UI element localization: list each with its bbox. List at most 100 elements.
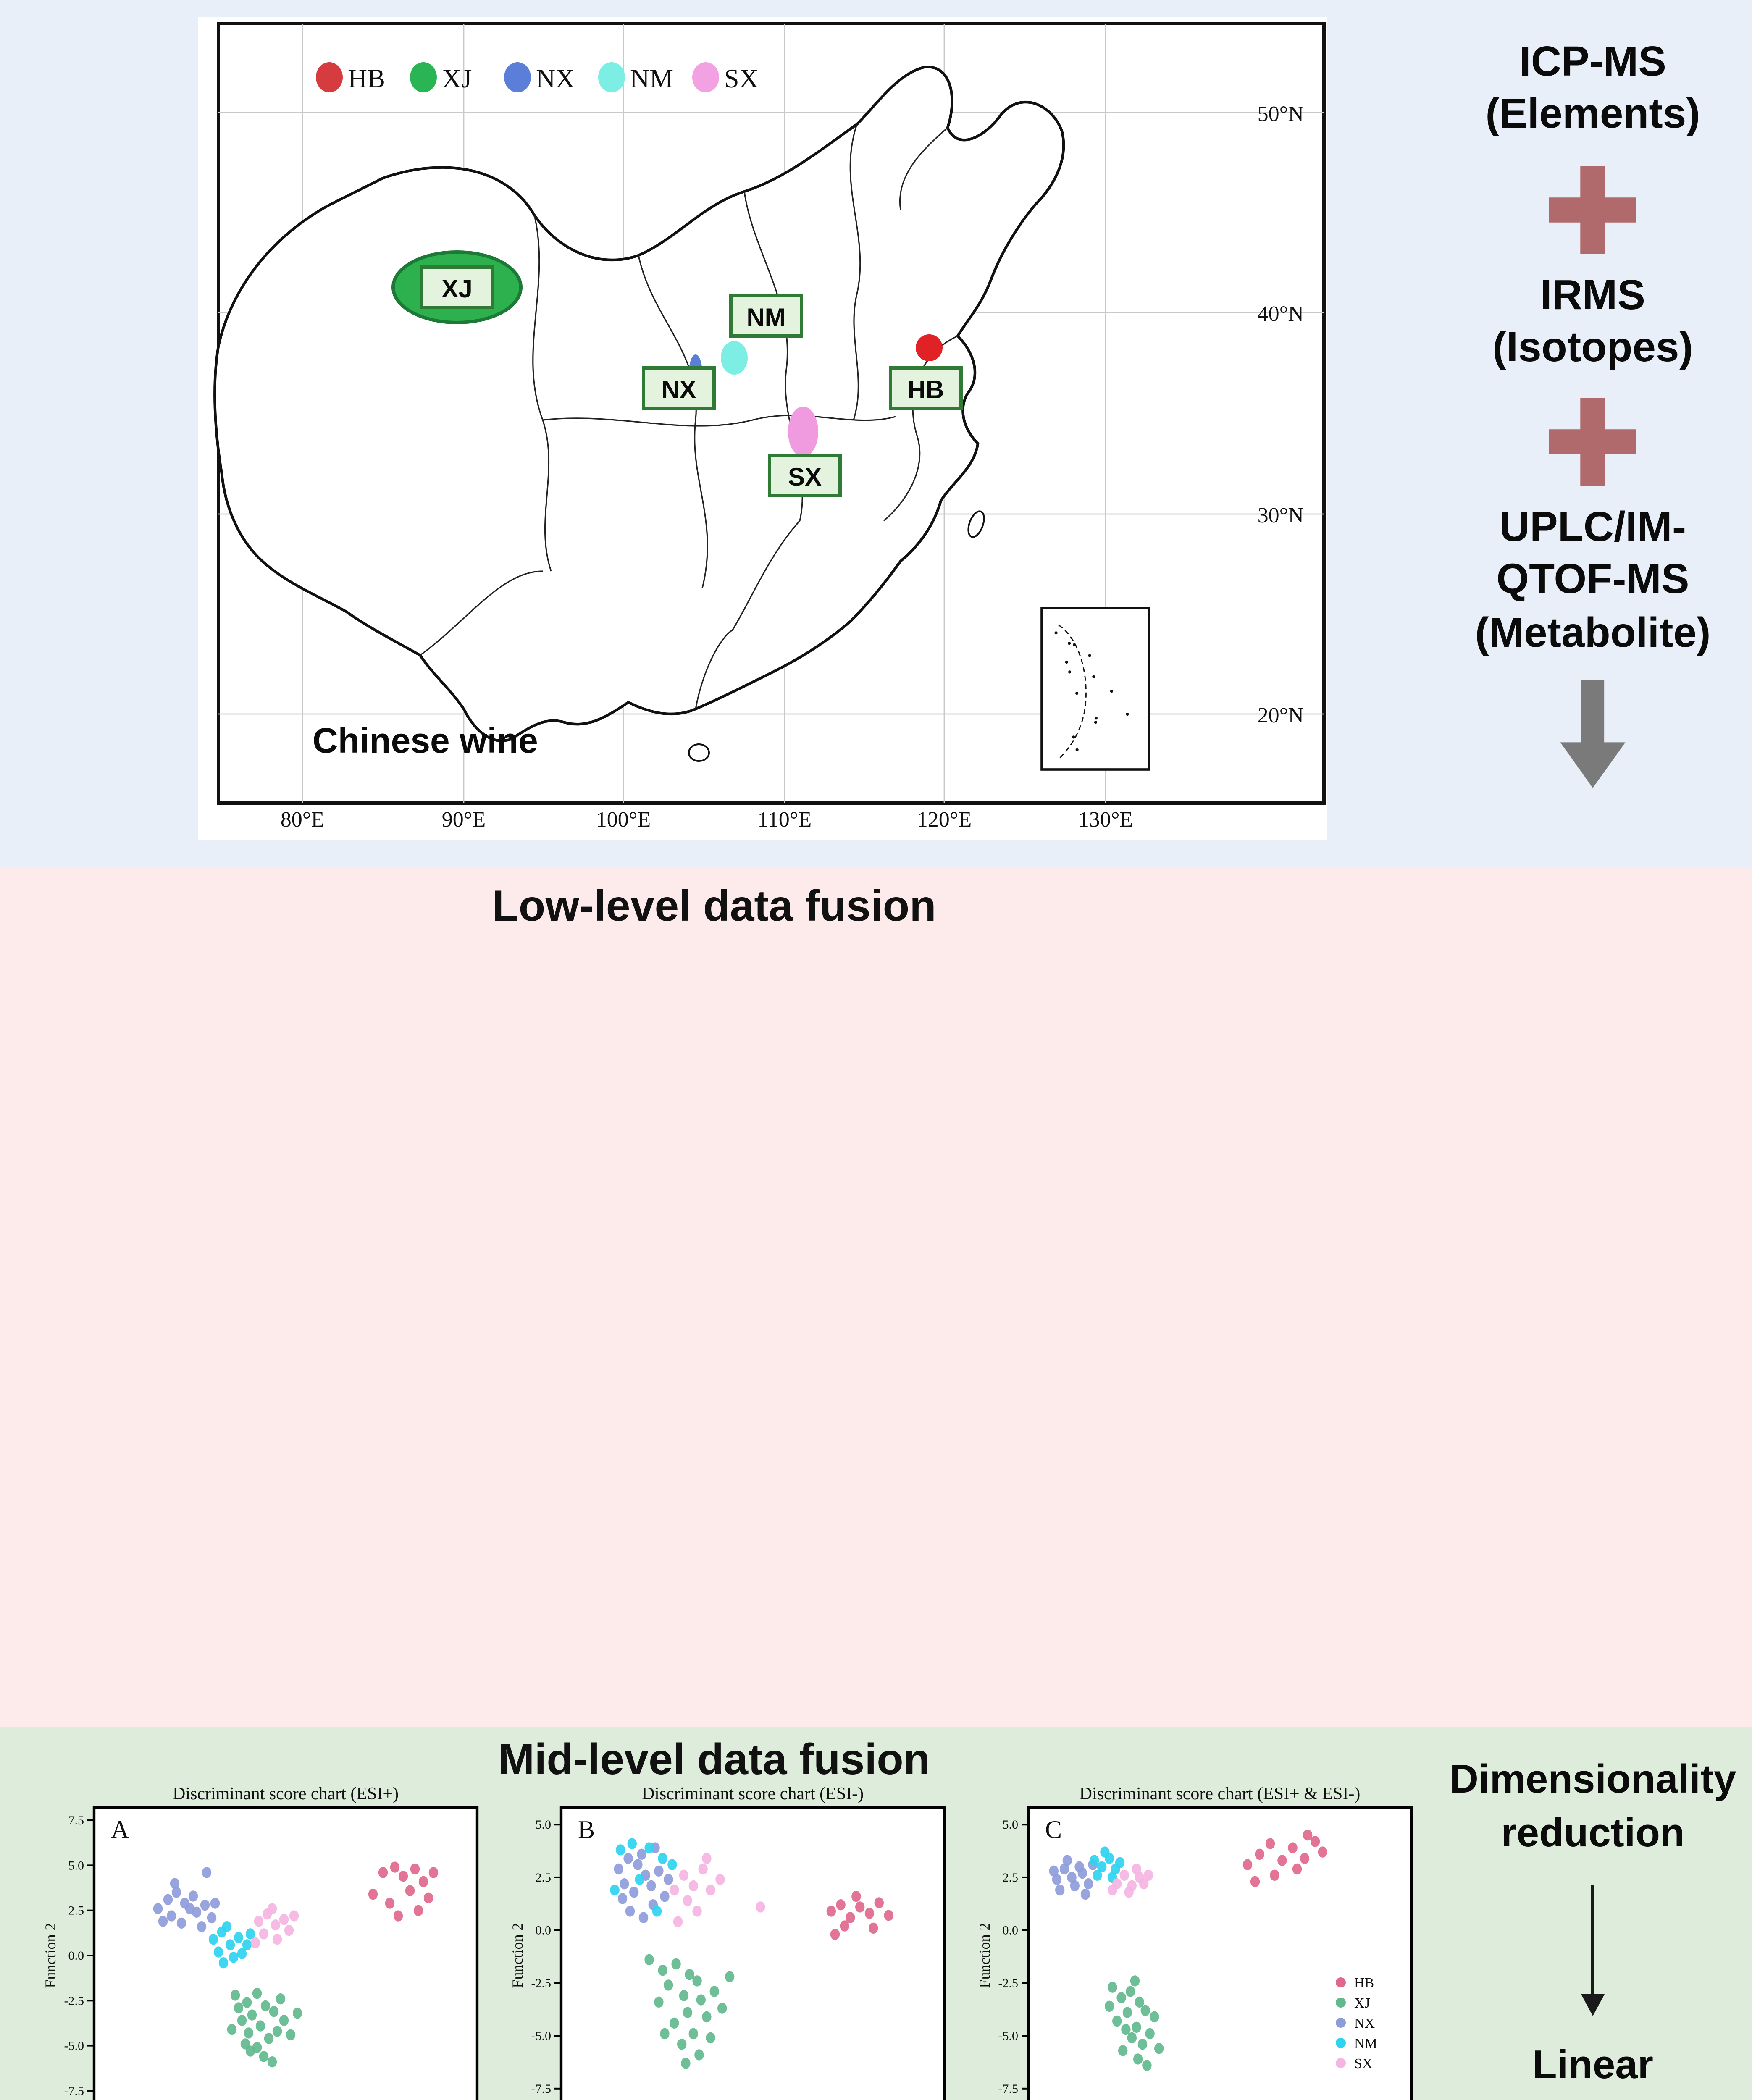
svg-text:-5.0: -5.0: [998, 2029, 1019, 2043]
data-point-HB: [423, 1892, 433, 1903]
method-icpms-line: ICP-MS: [1519, 39, 1666, 86]
china-map: HB XJ NX NM SX XJ NM NX HB SX Chinese wine 80°E 90°E…: [200, 18, 1326, 838]
data-point-XJ: [660, 2028, 670, 2040]
data-point-HB: [855, 1901, 865, 1913]
data-point-HB: [378, 1867, 388, 1878]
panel-letter: B: [578, 1816, 595, 1843]
sea-inset-box: [1040, 607, 1150, 771]
svg-text:-5.0: -5.0: [64, 2039, 84, 2053]
svg-text:-2.5: -2.5: [64, 1994, 84, 2008]
svg-text:2.5: 2.5: [68, 1904, 84, 1918]
method-icpms: ICP-MS (Elements): [1485, 37, 1700, 142]
data-point-HB: [368, 1888, 378, 1900]
data-point-SX: [698, 1863, 708, 1875]
data-point-SX: [1119, 1869, 1129, 1881]
inset-island-dot: [1092, 675, 1095, 678]
chart-legend-label: HB: [1354, 1975, 1374, 1991]
data-point-XJ: [272, 2026, 282, 2037]
data-point-XJ: [709, 1986, 719, 1997]
region-label-box-XJ: [420, 265, 494, 309]
svg-text:7.5: 7.5: [68, 1814, 84, 1827]
data-point-HB: [1277, 1855, 1287, 1866]
region-label-box-NM: [729, 294, 803, 338]
method-uplc-line: QTOF-MS: [1496, 556, 1689, 604]
map-legend-dot-XJ: [410, 62, 437, 92]
data-point-SX: [254, 1916, 264, 1927]
data-point-NX: [163, 1894, 173, 1905]
data-point-XJ: [242, 1997, 252, 2008]
data-point-NX: [1062, 1855, 1072, 1866]
chart-title: Discriminant score chart (ESI+ & ESI-): [1080, 1784, 1361, 1803]
map-caption: Chinese wine: [313, 721, 538, 760]
data-point-SX: [272, 1934, 282, 1945]
china-map-card: HB XJ NX NM SX XJ NM NX HB SX Chinese wine 80°E 90°E…: [198, 17, 1327, 840]
data-point-NX: [664, 1874, 673, 1885]
data-point-NX: [185, 1903, 195, 1914]
data-point-NX: [200, 1899, 210, 1911]
data-point-SX: [259, 1928, 269, 1940]
svg-text:2.5: 2.5: [1003, 1871, 1019, 1885]
y-axis-label: Function 2: [976, 1923, 993, 1988]
map-x-tick: 80°E: [281, 808, 325, 832]
svg-text:-2.5: -2.5: [998, 1976, 1019, 1990]
data-point-NM: [245, 1928, 255, 1940]
data-point-HB: [393, 1910, 403, 1922]
data-point-HB: [428, 1867, 439, 1878]
region-marker-NM: [721, 341, 748, 375]
section-sampling-map: HB XJ NX NM SX XJ NM NX HB SX Chinese wine 80°E 90°E…: [0, 0, 1752, 867]
region-marker-SX: [788, 407, 818, 457]
data-point-XJ: [1140, 2005, 1150, 2016]
chart-legend-label: NM: [1354, 2036, 1377, 2051]
panel-letter: C: [1045, 1816, 1062, 1843]
data-point-HB: [836, 1899, 846, 1911]
data-point-HB: [830, 1929, 840, 1940]
data-point-NX: [1067, 1872, 1077, 1883]
region-label-NM: NM: [746, 303, 785, 331]
data-point-SX: [267, 1903, 277, 1914]
data-point-NM: [1115, 1857, 1125, 1868]
top-method-column: ICP-MS (Elements) IRMS (Isotopes) UPLC/IM- QT…: [1433, 0, 1752, 867]
data-point-SX: [679, 1869, 689, 1881]
data-point-SX: [279, 1914, 289, 1925]
data-point-XJ: [252, 1987, 262, 1999]
data-point-XJ: [692, 1975, 702, 1987]
down-arrow-thin-icon: [1581, 1885, 1605, 2016]
data-point-HB: [413, 1905, 423, 1916]
data-point-XJ: [658, 1965, 667, 1976]
data-point-XJ: [264, 2033, 274, 2044]
data-point-XJ: [247, 2009, 257, 2021]
data-point-HB: [1270, 1869, 1279, 1881]
region-label-SX: SX: [788, 463, 822, 491]
map-legend-dot-HB: [316, 62, 343, 92]
data-point-NM: [667, 1859, 677, 1870]
data-point-NM: [635, 1874, 644, 1885]
map-x-tick: 130°E: [1078, 808, 1133, 832]
data-point-XJ: [1122, 2007, 1132, 2018]
chart-title: Discriminant score chart (ESI-): [642, 1784, 864, 1803]
data-point-NM: [616, 1844, 625, 1856]
data-point-HB: [1292, 1863, 1302, 1875]
step-dimensionality-reduction: Dimensionality reduction: [1450, 1754, 1736, 1861]
data-point-HB: [1265, 1838, 1275, 1849]
data-point-XJ: [227, 2024, 237, 2035]
svg-text:5.0: 5.0: [68, 1858, 84, 1872]
panel-letter: A: [111, 1816, 129, 1843]
discriminant-chart-C: Discriminant score chart (ESI+ & ESI-) -5…: [976, 1784, 1413, 2100]
data-point-NM: [1093, 1869, 1102, 1881]
data-point-XJ: [688, 2028, 698, 2040]
data-point-XJ: [717, 2003, 727, 2014]
data-point-NX: [620, 1878, 629, 1890]
data-point-NX: [623, 1853, 633, 1864]
mid-right-column: DimensionalityreductionLinearmodel(LDA)N…: [1433, 1727, 1752, 2100]
data-point-NX: [1077, 1867, 1087, 1879]
region-label-box-HB: [889, 366, 963, 410]
inset-island-dot: [1110, 689, 1114, 693]
svg-text:0.0: 0.0: [68, 1949, 84, 1963]
hainan-island: [688, 743, 710, 762]
data-point-SX: [1124, 1887, 1134, 1898]
data-point-HB: [1255, 1848, 1264, 1860]
data-point-NM: [218, 1957, 229, 1969]
data-point-XJ: [681, 2058, 691, 2069]
inset-island-dot: [1067, 642, 1071, 645]
data-point-XJ: [1116, 1992, 1126, 2003]
